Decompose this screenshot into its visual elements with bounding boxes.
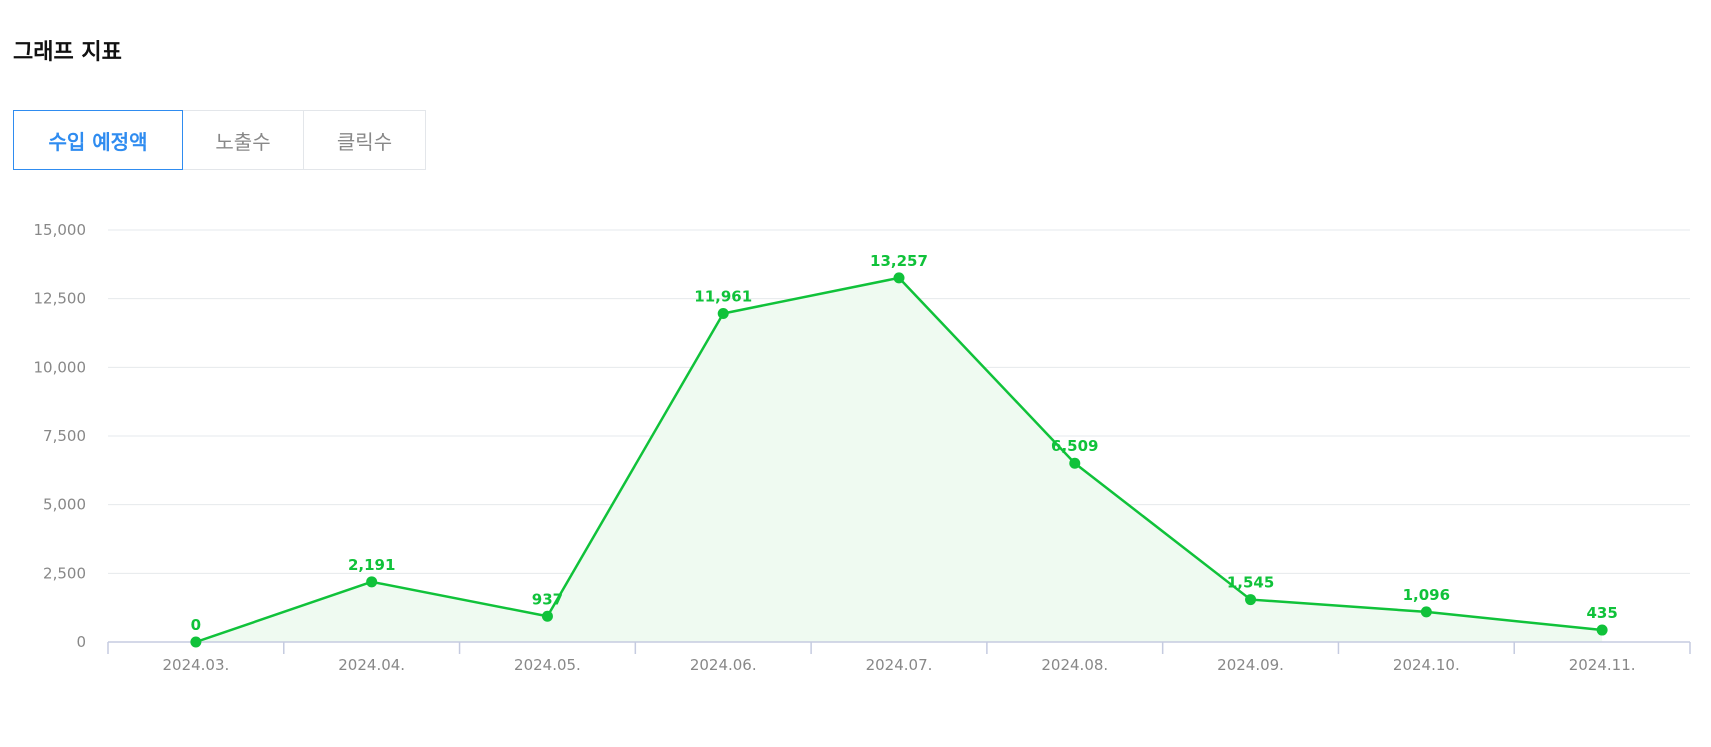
data-point[interactable] xyxy=(1069,457,1081,469)
area-fill xyxy=(195,277,1603,642)
x-axis xyxy=(107,641,1691,654)
data-point[interactable] xyxy=(366,576,378,588)
tab-clicks[interactable]: 클릭수 xyxy=(304,110,426,170)
x-tick-label: 2024.05. xyxy=(514,656,581,674)
data-label: 0 xyxy=(191,616,201,634)
data-point[interactable] xyxy=(541,610,553,622)
data-label: 1,096 xyxy=(1403,586,1450,604)
series-area xyxy=(195,277,1603,642)
x-axis-ticks: 2024.03. 2024.04. 2024.05. 2024.06. 2024.07.… xyxy=(162,656,1635,674)
data-label: 435 xyxy=(1586,604,1617,622)
y-tick-label: 7,500 xyxy=(43,427,86,445)
section-title: 그래프 지표 xyxy=(13,40,122,65)
data-label: 1,545 xyxy=(1227,574,1274,592)
x-tick-label: 2024.07. xyxy=(866,656,933,674)
y-tick-label: 15,000 xyxy=(34,221,87,239)
data-label: 2,191 xyxy=(348,556,395,574)
data-point[interactable] xyxy=(1420,606,1432,618)
x-tick-label: 2024.10. xyxy=(1393,656,1460,674)
tab-impressions[interactable]: 노출수 xyxy=(183,110,304,170)
x-tick-label: 2024.08. xyxy=(1041,656,1108,674)
data-points xyxy=(190,272,1608,648)
data-point[interactable] xyxy=(717,307,729,319)
data-label: 937 xyxy=(532,590,563,608)
x-tick-label: 2024.04. xyxy=(338,656,405,674)
x-tick-label: 2024.11. xyxy=(1569,656,1636,674)
y-tick-label: 2,500 xyxy=(43,564,86,582)
data-label: 11,961 xyxy=(694,287,752,305)
x-tick-label: 2024.06. xyxy=(690,656,757,674)
y-tick-label: 12,500 xyxy=(34,290,87,308)
y-tick-label: 0 xyxy=(76,633,86,651)
x-tick-label: 2024.09. xyxy=(1217,656,1284,674)
data-point[interactable] xyxy=(1596,624,1608,636)
tab-expected-revenue[interactable]: 수입 예정액 xyxy=(13,110,183,170)
data-point[interactable] xyxy=(893,272,905,284)
data-label: 6,509 xyxy=(1051,437,1098,455)
data-labels: 0 2,191 937 11,961 13,257 6,509 1,545 1,096 435 xyxy=(191,252,1618,634)
data-label: 13,257 xyxy=(870,252,928,270)
x-tick-label: 2024.03. xyxy=(162,656,229,674)
y-axis-ticks: 0 2,500 5,000 7,500 10,000 12,500 15,000 xyxy=(34,221,87,651)
data-point[interactable] xyxy=(190,636,202,648)
y-tick-label: 5,000 xyxy=(43,496,86,514)
metric-tabs: 수입 예정액 노출수 클릭수 xyxy=(13,110,426,170)
y-tick-label: 10,000 xyxy=(34,358,87,376)
data-point[interactable] xyxy=(1245,594,1257,606)
